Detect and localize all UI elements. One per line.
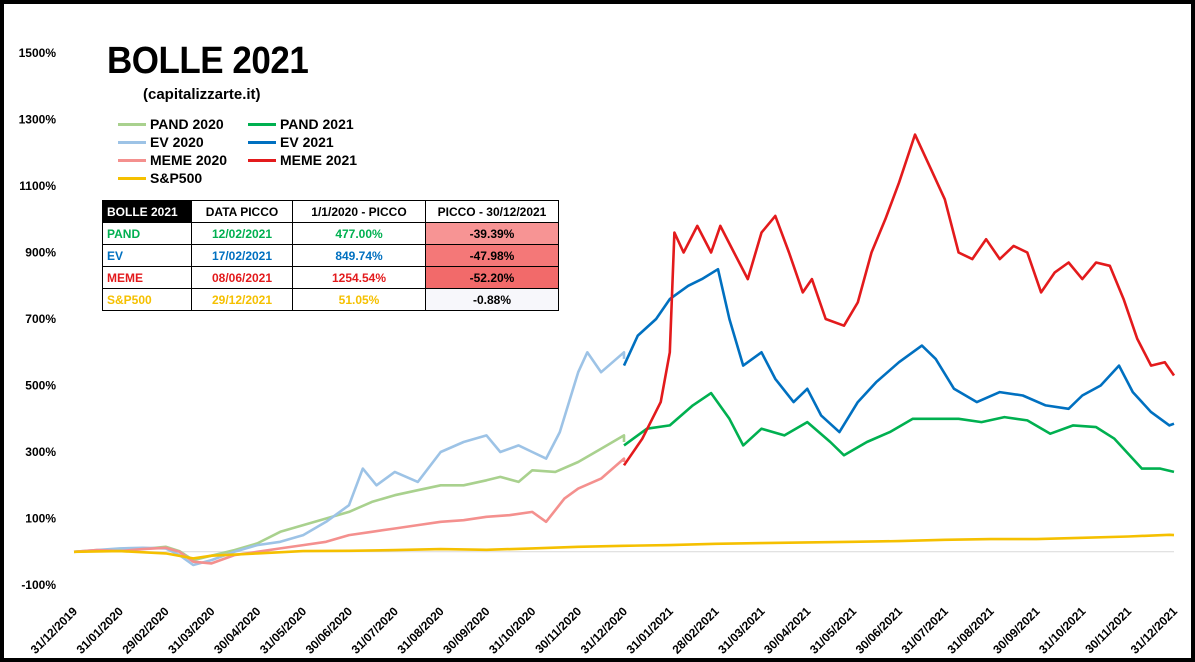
y-tick-label: 500% bbox=[25, 379, 56, 393]
y-tick-label: 900% bbox=[25, 246, 56, 260]
x-tick-label: 31/05/2020 bbox=[257, 604, 310, 657]
x-tick-label: 31/12/2020 bbox=[578, 604, 631, 657]
x-tick-label: 30/06/2020 bbox=[303, 604, 356, 657]
legend-item-sp500: S&P500 bbox=[118, 169, 202, 187]
table-row: MEME 08/06/2021 1254.54% -52.20% bbox=[102, 266, 559, 289]
x-tick-label: 31/12/2019 bbox=[28, 604, 81, 657]
y-tick-label: 100% bbox=[25, 512, 56, 526]
legend-swatch bbox=[248, 158, 276, 162]
table-row: S&P500 29/12/2021 51.05% -0.88% bbox=[102, 288, 559, 311]
x-tick-label: 31/07/2020 bbox=[349, 604, 402, 657]
legend-swatch bbox=[248, 140, 276, 144]
legend-label: EV 2021 bbox=[280, 134, 334, 150]
series-line-ev-2021 bbox=[622, 267, 1175, 434]
row-name: PAND bbox=[102, 222, 192, 245]
x-tick-label: 31/03/2020 bbox=[165, 604, 218, 657]
x-tick-label: 30/04/2021 bbox=[761, 604, 814, 657]
row-peak-date: 29/12/2021 bbox=[191, 288, 293, 311]
series-line-meme-2021 bbox=[622, 133, 1176, 467]
stats-table: BOLLE 2021 DATA PICCO 1/1/2020 - PICCO P… bbox=[102, 200, 559, 311]
x-tick-label: 30/04/2020 bbox=[211, 604, 264, 657]
x-tick-label: 31/05/2021 bbox=[807, 604, 860, 657]
y-tick-label: 1100% bbox=[19, 179, 56, 193]
x-tick-label: 31/10/2020 bbox=[486, 604, 539, 657]
legend-item-meme-2021: MEME 2021 bbox=[248, 151, 357, 169]
y-tick-label: 700% bbox=[25, 312, 56, 326]
x-tick-label: 28/02/2021 bbox=[669, 604, 722, 657]
legend-label: MEME 2020 bbox=[150, 152, 228, 168]
x-tick-label: 30/11/2021 bbox=[1082, 604, 1134, 656]
row-peak-date: 12/02/2021 bbox=[191, 222, 293, 245]
x-tick-label: 31/08/2021 bbox=[944, 604, 997, 657]
legend-swatch bbox=[118, 176, 146, 180]
x-tick-label: 30/09/2021 bbox=[990, 604, 1043, 657]
x-tick-label: 30/09/2020 bbox=[440, 604, 493, 657]
legend-label: PAND 2020 bbox=[150, 116, 224, 132]
table-row: EV 17/02/2021 849.74% -47.98% bbox=[102, 244, 559, 267]
table-header: 1/1/2020 - PICCO bbox=[292, 200, 426, 223]
row-drop: -0.88% bbox=[425, 288, 559, 311]
series-line-pand-2020 bbox=[73, 434, 626, 562]
row-gain: 849.74% bbox=[292, 244, 426, 267]
y-tick-label: 1300% bbox=[19, 113, 57, 127]
row-name: S&P500 bbox=[102, 288, 192, 311]
x-tick-label: 31/12/2021 bbox=[1128, 604, 1181, 657]
table-header: BOLLE 2021 bbox=[102, 200, 192, 223]
table-header-row: BOLLE 2021 DATA PICCO 1/1/2020 - PICCO P… bbox=[102, 200, 559, 223]
legend-swatch bbox=[118, 140, 146, 144]
table-header: DATA PICCO bbox=[191, 200, 293, 223]
legend-item-ev-2021: EV 2021 bbox=[248, 133, 334, 151]
legend-swatch bbox=[248, 122, 276, 126]
x-tick-label: 31/07/2021 bbox=[899, 604, 952, 657]
y-tick-label: 1500% bbox=[19, 46, 57, 60]
legend-item-ev-2020: EV 2020 bbox=[118, 133, 204, 151]
series-line-meme-2020 bbox=[73, 457, 626, 565]
row-gain: 477.00% bbox=[292, 222, 426, 245]
y-tick-label: -100% bbox=[21, 578, 56, 592]
row-name: MEME bbox=[102, 266, 192, 289]
x-tick-label: 30/11/2020 bbox=[532, 604, 584, 656]
chart-subtitle: (capitalizzarte.it) bbox=[143, 86, 261, 103]
legend-item-pand-2020: PAND 2020 bbox=[118, 115, 224, 133]
chart-frame: -100% 100% 300% 500% 700% 900% 1100% 1300% 1500%… bbox=[4, 4, 1191, 658]
row-peak-date: 17/02/2021 bbox=[191, 244, 293, 267]
legend-label: S&P500 bbox=[150, 170, 203, 186]
x-tick-label: 31/03/2021 bbox=[715, 604, 768, 657]
line-chart: -100% 100% 300% 500% 700% 900% 1100% 1300% 1500%… bbox=[19, 46, 1181, 657]
table-header: PICCO - 30/12/2021 bbox=[425, 200, 559, 223]
legend-label: PAND 2021 bbox=[280, 116, 354, 132]
legend-item-pand-2021: PAND 2021 bbox=[248, 115, 354, 133]
row-peak-date: 08/06/2021 bbox=[191, 266, 293, 289]
row-drop: -52.20% bbox=[425, 266, 559, 289]
x-tick-label: 29/02/2020 bbox=[119, 604, 172, 657]
legend-label: EV 2020 bbox=[150, 134, 204, 150]
legend-swatch bbox=[118, 122, 146, 126]
row-gain: 1254.54% bbox=[292, 266, 426, 289]
x-tick-label: 31/01/2020 bbox=[74, 604, 127, 657]
x-tick-label: 30/06/2021 bbox=[853, 604, 906, 657]
row-drop: -39.39% bbox=[425, 222, 559, 245]
legend-label: MEME 2021 bbox=[280, 152, 358, 168]
series-line-s-p500 bbox=[73, 533, 1175, 560]
table-row: PAND 12/02/2021 477.00% -39.39% bbox=[102, 222, 559, 245]
series-line-ev-2020 bbox=[73, 350, 626, 567]
y-tick-label: 300% bbox=[25, 445, 56, 459]
series-line-pand-2021 bbox=[623, 391, 1175, 474]
row-name: EV bbox=[102, 244, 192, 267]
x-tick-label: 31/08/2020 bbox=[394, 604, 447, 657]
row-drop: -47.98% bbox=[425, 244, 559, 267]
legend-swatch bbox=[118, 158, 146, 162]
x-tick-label: 31/10/2021 bbox=[1036, 604, 1089, 657]
chart-title: BOLLE 2021 bbox=[107, 40, 309, 82]
x-tick-label: 31/01/2021 bbox=[624, 604, 677, 657]
row-gain: 51.05% bbox=[292, 288, 426, 311]
legend-item-meme-2020: MEME 2020 bbox=[118, 151, 227, 169]
